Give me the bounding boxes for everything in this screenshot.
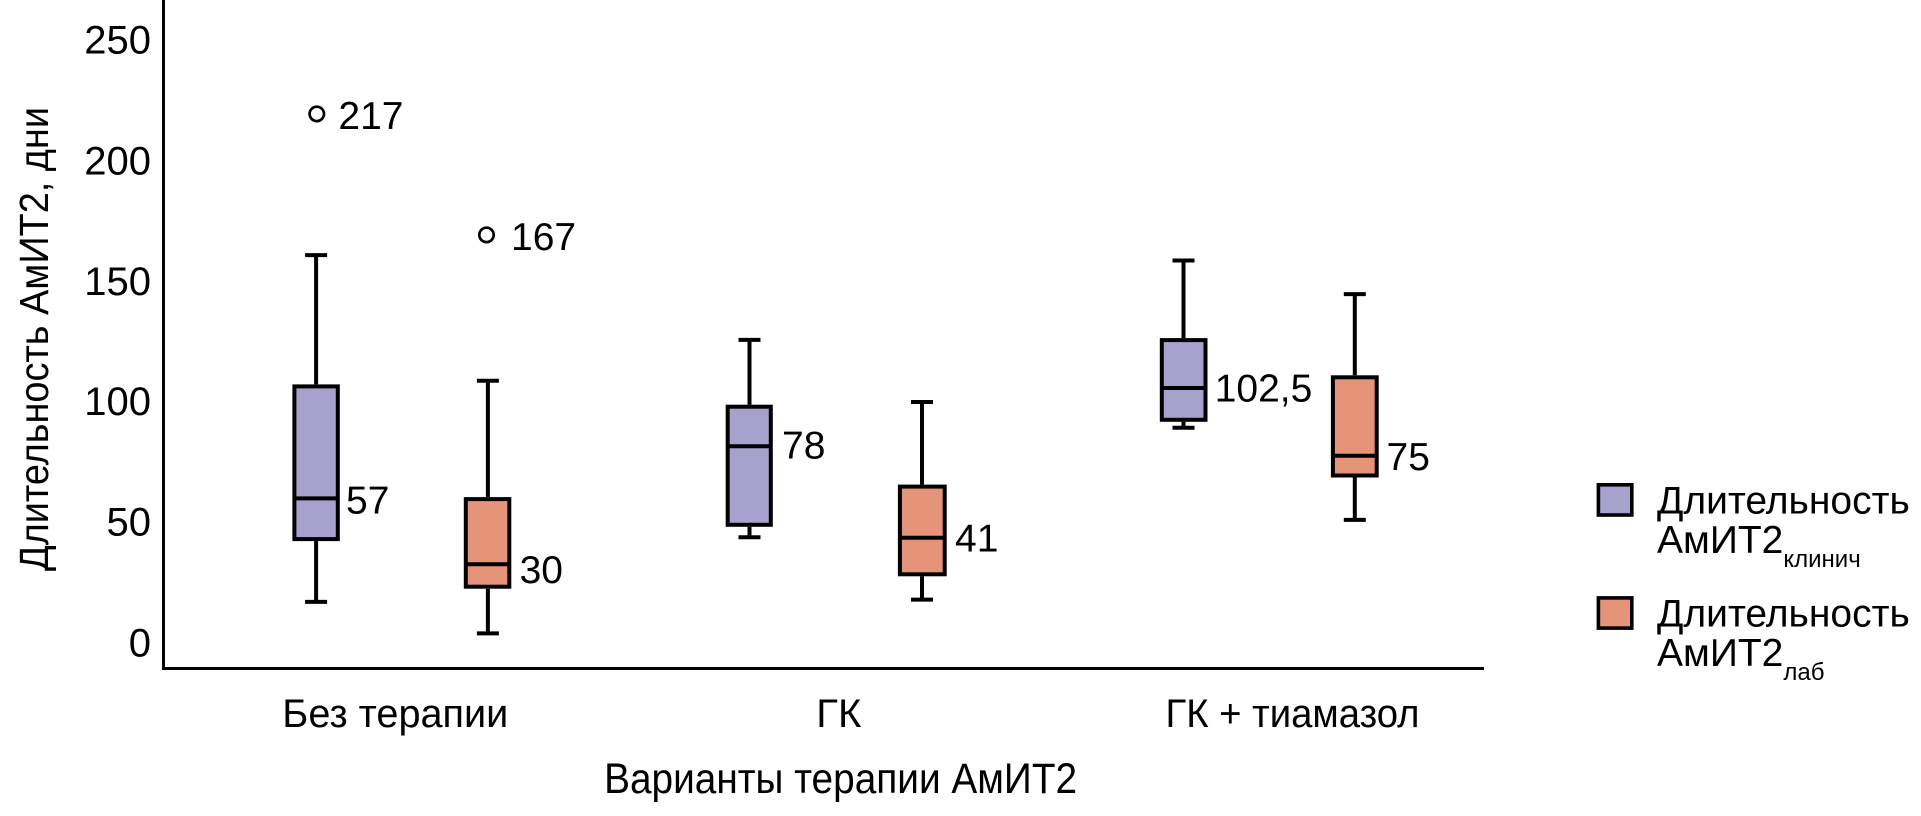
svg-text:АмИТ2клинич: АмИТ2клинич — [1657, 519, 1861, 573]
svg-text:30: 30 — [520, 549, 563, 592]
svg-text:100: 100 — [84, 380, 151, 424]
svg-text:АмИТ2лаб: АмИТ2лаб — [1657, 632, 1824, 686]
svg-text:150: 150 — [84, 260, 151, 304]
svg-text:Длительность АмИТ2, дни: Длительность АмИТ2, дни — [11, 107, 57, 571]
svg-text:217: 217 — [338, 95, 403, 138]
svg-text:78: 78 — [782, 425, 825, 468]
svg-text:200: 200 — [84, 139, 151, 183]
svg-text:57: 57 — [346, 480, 389, 523]
svg-text:ГК: ГК — [816, 692, 862, 736]
svg-text:250: 250 — [84, 19, 151, 63]
svg-text:Длительность: Длительность — [1657, 593, 1910, 636]
svg-text:Варианты терапии АмИТ2: Варианты терапии АмИТ2 — [604, 756, 1077, 803]
svg-text:50: 50 — [107, 501, 152, 545]
svg-text:41: 41 — [955, 518, 998, 561]
svg-text:102,5: 102,5 — [1215, 368, 1313, 411]
svg-text:Без терапии: Без терапии — [282, 692, 508, 736]
svg-text:ГК + тиамазол: ГК + тиамазол — [1166, 692, 1420, 736]
svg-text:Длительность: Длительность — [1657, 480, 1910, 523]
svg-text:0: 0 — [129, 622, 151, 666]
svg-text:167: 167 — [511, 216, 576, 259]
svg-text:75: 75 — [1387, 436, 1430, 479]
